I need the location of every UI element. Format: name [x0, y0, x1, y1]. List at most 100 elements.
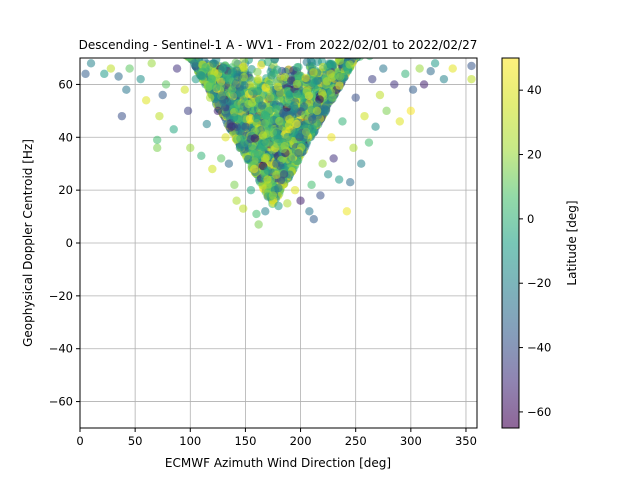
density-point	[156, 11, 164, 19]
scatter-point	[147, 59, 156, 68]
density-point	[290, 104, 299, 114]
scatter-point	[191, 74, 200, 84]
density-point	[366, 58, 374, 61]
density-point	[252, 113, 261, 123]
scatter-point	[467, 61, 476, 71]
density-point	[335, 72, 345, 82]
scatter-point	[239, 204, 248, 213]
density-point	[284, 115, 294, 124]
density-point	[260, 119, 270, 128]
density-point	[205, 82, 215, 91]
chart-title: Descending - Sentinel-1 A - WV1 - From 2…	[79, 38, 478, 52]
density-point	[209, 59, 218, 68]
density-point	[380, 11, 388, 19]
scatter-point	[100, 69, 109, 79]
density-point	[272, 170, 281, 180]
scatter-point	[309, 215, 318, 224]
scatter-point	[136, 74, 145, 84]
scatter-point	[216, 154, 226, 163]
scatter-point	[448, 64, 457, 73]
scatter-point	[265, 138, 274, 147]
density-point	[308, 115, 317, 124]
density-point	[232, 122, 242, 132]
scatter-point	[81, 69, 90, 79]
density-point	[244, 154, 253, 164]
scatter-point	[180, 85, 189, 94]
scatter-point	[345, 178, 355, 187]
colorbar-tick-label: −20	[527, 276, 551, 290]
scatter-point	[86, 59, 96, 68]
density-point	[232, 135, 242, 144]
density-point	[283, 132, 292, 142]
density-point	[239, 58, 249, 65]
density-point	[300, 110, 310, 120]
density-point	[268, 128, 278, 137]
scatter-point	[221, 133, 230, 142]
density-point	[292, 63, 302, 72]
scatter-point	[114, 72, 123, 81]
x-axis-label: ECMWF Azimuth Wind Direction [deg]	[165, 456, 391, 470]
density-point	[256, 60, 266, 70]
density-point	[147, 10, 155, 18]
scatter-point	[257, 101, 267, 110]
x-tick-label: 150	[234, 434, 256, 448]
scatter-point	[312, 106, 322, 116]
scatter-point	[230, 180, 239, 190]
scatter-points	[81, 59, 476, 229]
density-point	[287, 154, 296, 164]
density-point	[280, 72, 290, 82]
density-point	[301, 73, 310, 83]
scatter-point	[334, 175, 344, 184]
scatter-point	[235, 143, 245, 153]
density-point	[247, 87, 257, 96]
density-point	[263, 58, 273, 67]
scatter-point	[155, 111, 164, 121]
density-point	[299, 102, 309, 111]
x-tick-label: 350	[455, 434, 477, 448]
density-point	[258, 131, 268, 140]
scatter-point	[272, 159, 281, 168]
y-tick-label: 0	[66, 236, 73, 250]
density-point	[219, 95, 228, 105]
colorbar-gradient	[502, 58, 519, 428]
scatter-point	[305, 207, 314, 216]
density-point	[371, 28, 379, 36]
density-point	[274, 183, 283, 193]
y-tick-label: 60	[58, 77, 73, 91]
y-axis-label: Geophysical Doppler Centroid [Hz]	[21, 139, 35, 347]
scatter-point	[415, 64, 424, 73]
x-tick-label: 0	[76, 434, 83, 448]
scatter-point	[294, 148, 303, 158]
colorbar-label: Latitude [deg]	[565, 200, 579, 285]
scatter-point	[301, 127, 311, 137]
density-point	[282, 98, 291, 107]
density-point	[302, 58, 311, 67]
scatter-point	[161, 80, 171, 89]
density-point	[239, 73, 249, 82]
density-point	[153, 0, 161, 8]
y-tick-label: −60	[49, 395, 73, 409]
density-point	[235, 104, 244, 114]
colorbar-tick-label: 20	[527, 148, 542, 162]
scatter-point	[349, 143, 358, 153]
density-point	[312, 76, 321, 86]
scatter-point	[318, 159, 327, 168]
scatter-point	[375, 90, 385, 100]
density-point	[218, 64, 227, 74]
y-tick-label: 40	[58, 130, 73, 144]
density-point	[190, 59, 199, 68]
scatter-point	[327, 133, 336, 142]
scatter-point	[263, 175, 272, 184]
density-point	[233, 72, 242, 82]
x-tick-label: 250	[345, 434, 367, 448]
scatter-point	[117, 111, 127, 121]
x-tick-label: 50	[128, 434, 143, 448]
density-point	[245, 114, 255, 123]
density-point	[263, 166, 272, 175]
colorbar-frame	[501, 57, 520, 429]
scatter-point	[342, 207, 352, 216]
y-axis-ticks: −60 −40 −20 0 20 40 60	[49, 77, 80, 409]
scatter-point	[408, 85, 418, 94]
scatter-point	[186, 143, 195, 153]
colorbar-tick-label: −60	[527, 405, 551, 419]
